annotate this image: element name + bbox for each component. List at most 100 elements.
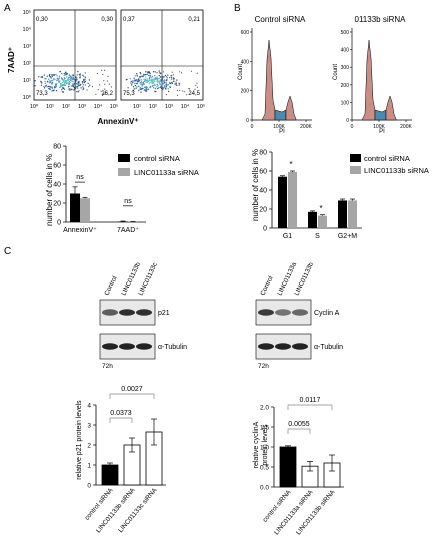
flow-event-dot: [58, 81, 60, 84]
flow-event-dot: [145, 86, 147, 88]
flow-event-dot: [55, 73, 57, 76]
flow-event-dot: [155, 86, 158, 88]
flow-event-dot: [60, 86, 62, 88]
flow-event-dot: [45, 84, 47, 87]
flow-event-dot: [88, 86, 90, 88]
flow-event-dot: [84, 84, 86, 86]
flow-event-dot: [153, 78, 156, 81]
flow-event-dot: [163, 71, 165, 73]
flow-event-dot: [160, 76, 162, 78]
flow-event-dot: [151, 79, 154, 81]
flow-event-dot: [43, 87, 46, 89]
flow-event-dot: [63, 74, 66, 76]
x-category-label: 7AAD⁺: [117, 227, 139, 234]
flow-event-dot: [69, 76, 71, 78]
flow-event-dot: [165, 87, 167, 90]
y-tick-label: 0.0: [260, 485, 269, 492]
flow-event-dot: [156, 72, 158, 74]
ns-label: ns: [124, 198, 132, 205]
flow-event-dot: [51, 90, 53, 92]
flow-event-dot: [165, 84, 168, 87]
flow-event-dot: [156, 80, 158, 83]
flow-event-dot: [54, 83, 57, 85]
flow-event-dot: [143, 73, 145, 76]
flow-event-dot: [140, 79, 142, 81]
flow-event-dot: [53, 89, 55, 91]
flow-event-dot: [48, 78, 50, 80]
flow-event-dot: [58, 80, 60, 82]
flow-event-dot: [173, 80, 175, 82]
flow-event-dot: [164, 86, 166, 88]
bar-p21-ylabel: relative p21 protein levels: [76, 400, 83, 480]
legend-swatch: [118, 168, 130, 176]
flow-event-dot: [104, 69, 106, 71]
hist-01133b-x-tick-label: 100K: [373, 124, 385, 130]
flow-event-dot: [149, 81, 151, 84]
flow-event-dot: [34, 85, 36, 87]
flow-event-dot: [141, 85, 143, 87]
flow-event-dot: [171, 75, 173, 77]
hist-control-s-phase: [274, 109, 287, 121]
flow-event-dot: [49, 73, 51, 76]
flow-event-dot: [145, 87, 147, 89]
y-tick-label: 0: [87, 483, 91, 490]
flow-xlabel: AnnexinV⁺: [97, 117, 138, 126]
flow-event-dot: [59, 80, 61, 82]
flow-event-dot: [136, 82, 139, 85]
flow-event-dot: [157, 87, 159, 90]
flow-event-dot: [71, 88, 73, 91]
flow-event-dot: [75, 86, 77, 88]
flow-event-dot: [188, 88, 191, 90]
y-tick-label: 40: [53, 182, 61, 189]
flow-event-dot: [157, 85, 159, 87]
flow-event-dot: [143, 78, 145, 80]
blot-left-time: 72h: [102, 363, 113, 370]
flow-event-dot: [153, 85, 155, 87]
flow-event-dot: [59, 70, 61, 73]
flow-event-dot: [195, 84, 197, 86]
hist-title-2: 01133b siRNA: [355, 15, 407, 24]
flow-ytick-label: 10⁴: [23, 26, 32, 33]
flow-xtick-label: 10¹: [133, 104, 141, 110]
flow-event-dot: [46, 75, 48, 78]
flow-event-dot: [61, 78, 64, 80]
flow-event-dot: [145, 76, 147, 78]
flow-event-dot: [83, 81, 86, 84]
flow-event-dot: [139, 71, 141, 74]
hist-01133b-y-tick-label: 0: [346, 118, 349, 124]
flow2-lr: 24,5: [188, 91, 200, 97]
hist-01133b-g2-peak: [385, 95, 397, 121]
flow-event-dot: [159, 72, 161, 74]
flow-event-dot: [136, 73, 138, 75]
flow-event-dot: [66, 79, 68, 82]
flow-event-dot: [132, 82, 134, 84]
flow-event-dot: [162, 77, 164, 79]
flow-event-dot: [43, 74, 46, 76]
flow-event-dot: [150, 80, 152, 82]
flow-event-dot: [143, 86, 146, 89]
flow-event-dot: [163, 79, 166, 81]
flow-event-dot: [148, 83, 151, 85]
flow-event-dot: [91, 86, 93, 88]
flow-event-dot: [58, 75, 61, 78]
pvalue-label: 0.0373: [110, 410, 132, 417]
hist-control-g1-peak: [261, 39, 276, 121]
flow-event-dot: [154, 75, 156, 77]
flow-event-dot: [79, 75, 81, 77]
flow-event-dot: [76, 77, 78, 79]
hist-ylabel-1: Count: [238, 64, 244, 80]
flow-event-dot: [176, 89, 179, 92]
bar-0: [70, 193, 80, 222]
flow-xtick-label: 10²: [149, 104, 157, 110]
flow-event-dot: [102, 73, 104, 76]
flow-event-dot: [171, 71, 173, 73]
flow-event-dot: [157, 81, 159, 84]
flow-event-dot: [40, 81, 42, 84]
hist-01133b-x-tick-label: 0: [351, 124, 354, 130]
flow-event-dot: [169, 82, 171, 85]
flow-event-dot: [157, 79, 159, 81]
flow-event-dot: [76, 79, 78, 81]
bar: [101, 464, 119, 486]
